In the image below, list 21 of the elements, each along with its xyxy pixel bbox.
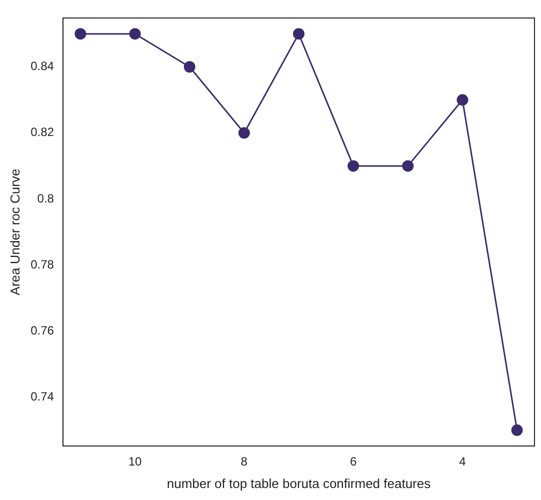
y-axis-title: Area Under roc Curve bbox=[7, 168, 22, 296]
x-axis-title: number of top table boruta confirmed features bbox=[166, 476, 432, 491]
point bbox=[348, 160, 360, 172]
point bbox=[402, 160, 414, 172]
x-tick-label: 10 bbox=[128, 454, 142, 469]
y-tick-label: 0.78 bbox=[30, 257, 54, 272]
x-tick-label: 6 bbox=[350, 454, 357, 469]
point bbox=[238, 127, 250, 139]
x-tick-label: 8 bbox=[240, 454, 248, 469]
point bbox=[74, 28, 86, 40]
y-tick-label: 0.82 bbox=[30, 125, 54, 140]
y-tick-label: 0.76 bbox=[30, 323, 54, 338]
y-tick-label: 0.84 bbox=[30, 59, 54, 74]
point bbox=[511, 424, 523, 436]
y-tick-label: 0.74 bbox=[30, 389, 54, 404]
y-tick-label: 0.8 bbox=[37, 191, 54, 206]
point bbox=[292, 28, 304, 40]
point bbox=[184, 61, 196, 73]
point bbox=[129, 28, 141, 40]
point bbox=[456, 94, 468, 106]
x-tick-label: 4 bbox=[459, 454, 466, 469]
